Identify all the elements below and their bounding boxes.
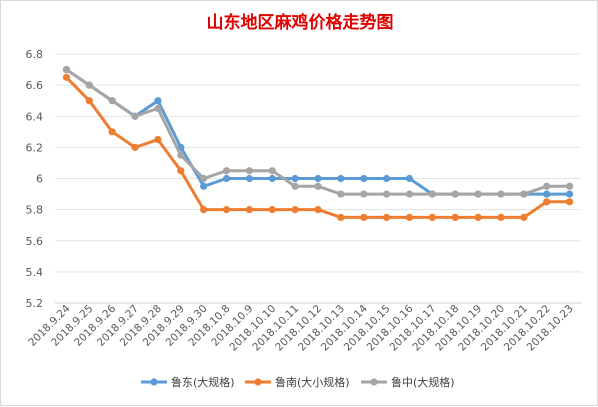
data-point	[154, 135, 162, 144]
legend-swatch-marker	[254, 378, 262, 386]
data-point	[543, 190, 551, 198]
data-point	[108, 97, 116, 105]
data-point	[497, 213, 505, 222]
legend-label: 鲁中(大规格)	[391, 375, 455, 389]
data-point	[474, 213, 482, 222]
y-tick-label: 5.6	[26, 235, 44, 248]
data-point	[405, 213, 414, 222]
data-point	[131, 143, 139, 151]
data-point	[314, 174, 322, 183]
data-point	[451, 213, 459, 222]
data-point	[62, 65, 71, 74]
legend-label: 鲁南(大小规格)	[275, 375, 350, 389]
y-tick-label: 6.2	[26, 141, 44, 154]
data-point	[497, 190, 505, 198]
data-point	[62, 73, 71, 81]
legend-item: 鲁中(大规格)	[361, 375, 455, 389]
data-point	[360, 190, 368, 198]
data-point	[200, 206, 208, 214]
chart-title: 山东地区麻鸡价格走势图	[207, 12, 394, 33]
data-point	[543, 182, 551, 190]
data-point	[268, 206, 276, 214]
data-point	[565, 198, 574, 206]
data-point	[383, 174, 391, 183]
y-tick-label: 6	[36, 173, 43, 186]
legend-swatch-marker	[150, 378, 158, 386]
data-point	[85, 81, 93, 89]
x-axis: 2018.9.242018.9.252018.9.262018.9.272018…	[26, 302, 575, 353]
data-point	[154, 97, 162, 105]
data-point	[291, 206, 299, 214]
data-point	[268, 167, 276, 175]
data-point	[245, 206, 253, 214]
data-point	[383, 190, 391, 198]
y-tick-label: 6.6	[26, 79, 44, 92]
data-point	[360, 213, 368, 222]
data-point	[268, 174, 276, 183]
data-point	[314, 182, 322, 190]
data-point	[405, 174, 414, 183]
data-point	[405, 190, 414, 198]
data-point	[314, 206, 322, 214]
y-tick-label: 6.8	[26, 48, 44, 61]
data-point	[565, 182, 574, 190]
data-point	[428, 190, 436, 198]
series-3	[62, 65, 574, 198]
data-point	[200, 174, 208, 183]
legend-label: 鲁东(大规格)	[171, 375, 235, 389]
y-tick-label: 5.2	[26, 297, 44, 310]
series-2	[62, 73, 574, 222]
data-point	[177, 167, 185, 175]
data-point	[177, 151, 185, 159]
series-lines	[62, 65, 574, 222]
data-point	[474, 190, 482, 198]
data-point	[131, 112, 139, 120]
data-point	[222, 167, 231, 175]
legend-item: 鲁南(大小规格)	[245, 375, 350, 389]
data-point	[520, 213, 528, 222]
data-point	[337, 190, 345, 198]
data-point	[245, 167, 253, 175]
data-point	[291, 174, 299, 183]
data-point	[428, 213, 436, 222]
data-point	[383, 213, 391, 222]
data-point	[154, 104, 162, 113]
data-point	[245, 174, 253, 183]
legend-item: 鲁东(大规格)	[141, 375, 235, 389]
data-point	[520, 190, 528, 198]
y-tick-label: 5.8	[26, 204, 44, 217]
y-tick-label: 6.4	[26, 110, 44, 123]
y-axis: 5.2 5.4 5.6 5.8 6 6.2 6.4 6.6 6.8	[26, 48, 44, 310]
data-point	[200, 182, 208, 190]
data-point	[291, 182, 299, 190]
series-1	[62, 65, 574, 198]
data-point	[108, 128, 116, 136]
data-point	[451, 190, 459, 198]
data-point	[337, 174, 345, 183]
legend: 鲁东(大规格) 鲁南(大小规格) 鲁中(大规格)	[141, 375, 455, 389]
y-tick-label: 5.4	[26, 266, 44, 279]
data-point	[543, 198, 551, 206]
data-point	[360, 174, 368, 183]
data-point	[565, 190, 574, 198]
data-point	[85, 97, 93, 105]
data-point	[337, 213, 345, 222]
data-point	[222, 206, 231, 214]
legend-swatch-marker	[370, 378, 378, 386]
data-point	[222, 174, 231, 183]
